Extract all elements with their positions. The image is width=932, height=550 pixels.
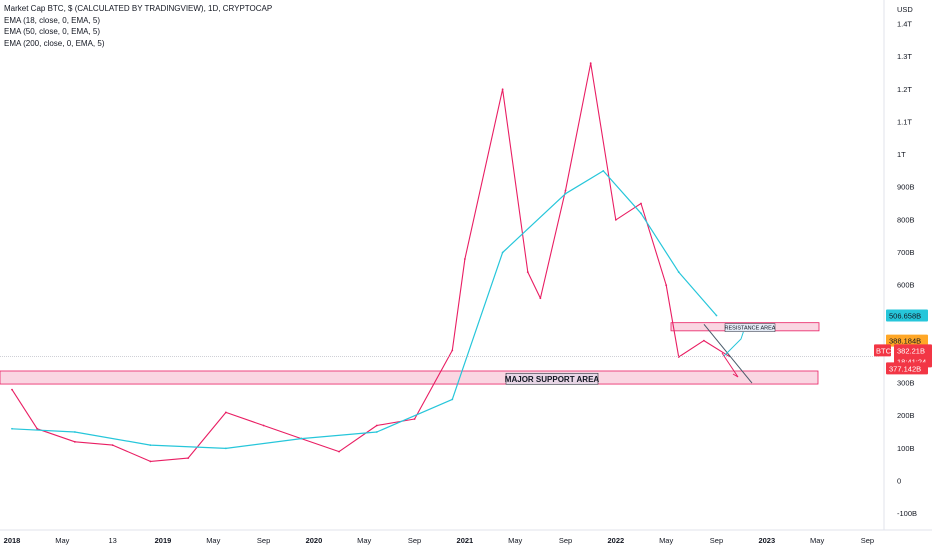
- x-tick-label: 2019: [155, 536, 172, 545]
- series-point: [74, 431, 76, 433]
- last-price-tag: 382.21B: [897, 346, 925, 355]
- y-tick-label: 0: [897, 477, 901, 486]
- series-point: [614, 218, 617, 221]
- series-point: [111, 444, 114, 446]
- series-point: [149, 460, 152, 463]
- indicator-ema200[interactable]: EMA (200, close, 0, EMA, 5): [4, 38, 105, 48]
- series-point: [187, 457, 190, 460]
- x-tick-label: 2021: [457, 536, 474, 545]
- series-point: [463, 258, 466, 260]
- series-point: [677, 271, 680, 273]
- x-tick-label: Sep: [257, 536, 270, 545]
- series-point: [11, 427, 13, 430]
- x-tick-label: May: [206, 536, 220, 545]
- indicator-ema50[interactable]: EMA (50, close, 0, EMA, 5): [4, 27, 101, 36]
- ema200-price-tag: 506.658B: [889, 312, 921, 321]
- series-point: [413, 418, 416, 420]
- y-tick-label: 800B: [897, 215, 915, 224]
- series-line-btc: [11, 62, 730, 462]
- support-label-box: [505, 372, 599, 385]
- major-support-zone[interactable]: [0, 370, 819, 385]
- series-point: [338, 450, 340, 453]
- series-point: [640, 212, 642, 215]
- series-point: [589, 62, 592, 65]
- x-tick-label: 2018: [4, 536, 21, 545]
- series-point: [564, 192, 567, 195]
- y-tick-label: 1.1T: [897, 117, 912, 126]
- x-tick-label: May: [55, 536, 69, 545]
- series-point: [526, 271, 529, 273]
- x-tick-label: 13: [108, 536, 116, 545]
- y-axis-unit: USD: [897, 5, 913, 14]
- ema18-price-tag: 377.142B: [889, 364, 921, 373]
- series-point: [224, 447, 227, 450]
- series-point: [501, 251, 504, 254]
- support-label: MAJOR SUPPORT AREA: [505, 375, 600, 384]
- series-point: [665, 284, 668, 287]
- series-point: [375, 431, 378, 433]
- x-tick-label: May: [508, 536, 522, 545]
- y-tick-label: 1.3T: [897, 52, 912, 61]
- y-tick-label: 600B: [897, 281, 915, 290]
- x-tick-label: Sep: [408, 536, 421, 545]
- symbol-badge-bg: [874, 344, 891, 357]
- series-point: [224, 411, 227, 414]
- last-price-tag-bg: [894, 344, 932, 368]
- x-tick-label: 2023: [758, 536, 775, 545]
- series-point: [715, 314, 718, 317]
- series-point: [36, 427, 39, 430]
- series-point: [451, 349, 454, 352]
- y-tick-label: 900B: [897, 183, 915, 192]
- y-tick-label: 1.2T: [897, 85, 912, 94]
- projection-arrow[interactable]: [721, 352, 739, 378]
- downtrend-line[interactable]: [703, 323, 753, 384]
- series-point: [149, 444, 152, 446]
- ema18-price-tag-bg: [886, 362, 928, 375]
- series-point: [564, 189, 567, 192]
- ema50-price-tag: 388.184B: [889, 337, 921, 346]
- countdown-tag: 18:41:24: [897, 357, 926, 366]
- x-tick-label: May: [810, 536, 824, 545]
- series-point: [300, 437, 303, 440]
- ema50-price-tag-bg: [886, 334, 928, 347]
- series-point: [451, 398, 454, 401]
- y-tick-label: 1.4T: [897, 20, 912, 29]
- x-tick-label: Sep: [861, 536, 874, 545]
- series-point: [262, 424, 265, 427]
- y-tick-label: 200B: [897, 411, 915, 420]
- ema200-price-tag-bg: [886, 309, 928, 322]
- series-point: [703, 339, 705, 342]
- y-tick-label: 300B: [897, 379, 915, 388]
- x-tick-label: 2022: [607, 536, 624, 545]
- x-tick-label: Sep: [559, 536, 572, 545]
- resistance-label-box: [724, 323, 776, 332]
- series-point: [539, 297, 542, 300]
- resistance-label: RESISTANCE AREA: [725, 326, 776, 332]
- indicator-ema18[interactable]: EMA (18, close, 0, EMA, 5): [4, 15, 101, 25]
- series-point: [501, 88, 504, 91]
- y-tick-label: 100B: [897, 444, 915, 453]
- series-point: [640, 202, 642, 205]
- x-tick-label: Sep: [710, 536, 723, 545]
- y-tick-label: -100B: [897, 509, 917, 518]
- x-tick-label: May: [659, 536, 673, 545]
- chart-title: Market Cap BTC, $ (CALCULATED BY TRADING…: [4, 4, 273, 13]
- x-tick-label: 2020: [306, 536, 323, 545]
- series-point: [11, 388, 13, 391]
- y-tick-label: 1T: [897, 150, 906, 159]
- y-tick-label: 700B: [897, 248, 915, 257]
- series-point: [74, 440, 76, 443]
- x-tick-label: May: [357, 536, 371, 545]
- series-point: [375, 424, 378, 427]
- chart-legend: Market Cap BTC, $ (CALCULATED BY TRADING…: [4, 3, 272, 49]
- series-line-ema200: [11, 170, 717, 449]
- series-point: [602, 169, 605, 172]
- symbol-badge: BTC: [876, 346, 892, 355]
